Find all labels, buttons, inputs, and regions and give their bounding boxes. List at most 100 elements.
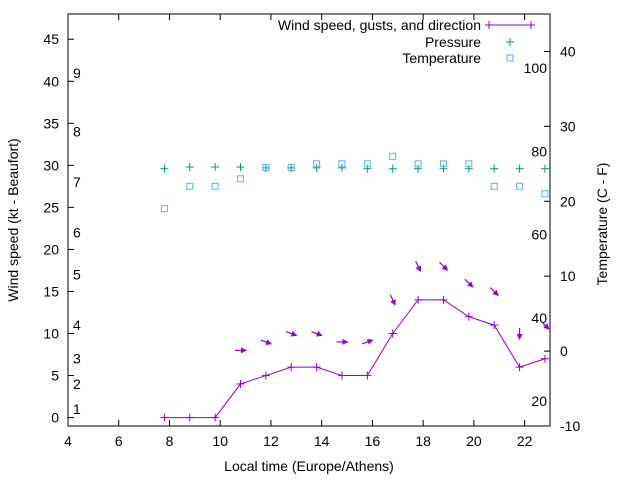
wind-speed-point: [515, 363, 524, 372]
pressure-point: [337, 163, 346, 172]
legend-label: Wind speed, gusts, and direction: [278, 17, 481, 33]
temperature-point: [516, 182, 524, 190]
wind-direction-arrow: [389, 294, 396, 306]
beaufort-label: 5: [73, 267, 81, 283]
temperature-point: [490, 182, 498, 190]
x-tick-label: 18: [415, 433, 431, 449]
pressure-point: [388, 164, 397, 173]
pressure-point: [439, 164, 448, 173]
temperature-point: [338, 160, 346, 168]
fahrenheit-label: 80: [531, 143, 547, 159]
legend: Wind speed, gusts, and directionPressure…: [278, 17, 535, 66]
legend-marker: [527, 21, 535, 29]
y-left-tick-label: 5: [51, 368, 59, 384]
wind-speed-point: [490, 321, 499, 330]
wind-speed-point: [439, 295, 448, 304]
beaufort-label: 7: [73, 174, 81, 190]
pressure-point: [490, 164, 499, 173]
y-right-tick-label: -10: [560, 418, 580, 434]
fahrenheit-label: 100: [524, 60, 548, 76]
fahrenheit-label: 40: [531, 310, 547, 326]
legend-label: Temperature: [402, 50, 481, 66]
y-right-tick-label: 30: [560, 118, 576, 134]
beaufort-label: 9: [73, 65, 81, 81]
pressure-point: [515, 164, 524, 173]
temperature-point: [389, 152, 397, 160]
wind-speed-point: [464, 312, 473, 321]
y-axis-label-left: Wind speed (kt - Beaufort): [5, 138, 21, 301]
pressure-point: [540, 164, 549, 173]
x-axis-label: Local time (Europe/Athens): [224, 458, 394, 474]
temperature-point: [287, 164, 295, 172]
y-left-tick-label: 0: [51, 410, 59, 426]
wind-speed-point: [337, 371, 346, 380]
y-left-tick-label: 10: [43, 326, 59, 342]
temperature-point: [262, 164, 270, 172]
beaufort-label: 3: [73, 351, 81, 367]
y-left-tick-label: 25: [43, 199, 59, 215]
x-tick-label: 14: [314, 433, 330, 449]
temperature-point: [237, 175, 245, 183]
x-tick-label: 4: [64, 433, 72, 449]
beaufort-label: 8: [73, 124, 81, 140]
pressure-point: [160, 164, 169, 173]
data-series: [160, 152, 550, 422]
legend-marker: [485, 21, 493, 29]
y-left-tick-label: 35: [43, 115, 59, 131]
x-tick-label: 6: [115, 433, 123, 449]
y-right-tick-label: 40: [560, 43, 576, 59]
y-left-tick-label: 45: [43, 31, 59, 47]
wind-direction-arrow: [311, 330, 323, 337]
pressure-point: [363, 164, 372, 173]
fahrenheit-label: 20: [531, 393, 547, 409]
wind-speed-point: [236, 379, 245, 388]
legend-label: Pressure: [425, 34, 481, 50]
wind-speed-point: [211, 413, 220, 422]
pressure-point: [312, 163, 321, 172]
wind-direction-arrow: [439, 261, 449, 271]
pressure-point: [211, 163, 220, 172]
wind-direction-arrow: [361, 338, 374, 345]
y-axis-label-right: Temperature (C - F): [594, 163, 610, 286]
pressure-point: [185, 163, 194, 172]
plot-frame: [67, 13, 551, 427]
wind-speed-point: [160, 413, 169, 422]
temperature-point: [363, 160, 371, 168]
pressure-point: [414, 164, 423, 173]
wind-speed-point: [312, 363, 321, 372]
y-right-tick-label: 0: [560, 343, 568, 359]
temperature-point: [160, 205, 168, 213]
wind-speed-point: [185, 413, 194, 422]
wind-direction-arrow: [489, 287, 499, 297]
y-right-tick-label: 20: [560, 193, 576, 209]
pressure-point: [464, 164, 473, 173]
temperature-point: [541, 190, 549, 198]
x-tick-label: 20: [466, 433, 482, 449]
temperature-point: [313, 160, 321, 168]
wind-direction-arrow: [540, 320, 550, 330]
x-tick-label: 10: [212, 433, 228, 449]
y-left-tick-label: 20: [43, 241, 59, 257]
y-left-tick-label: 30: [43, 157, 59, 173]
temperature-point: [439, 160, 447, 168]
x-tick-label: 12: [263, 433, 279, 449]
wind-speed-point: [363, 371, 372, 380]
wind-speed-point: [261, 371, 270, 380]
wind-speed-point: [540, 354, 549, 363]
y-left-tick-label: 40: [43, 73, 59, 89]
wind-direction-arrow: [464, 278, 474, 288]
x-tick-label: 8: [166, 433, 174, 449]
temperature-point: [465, 160, 473, 168]
temperature-point: [414, 160, 422, 168]
temperature-point: [186, 182, 194, 190]
wind-speed-point: [414, 295, 423, 304]
wind-speed-point: [388, 329, 397, 338]
temperature-point: [211, 182, 219, 190]
legend-marker: [506, 54, 514, 62]
y-left-tick-label: 15: [43, 283, 59, 299]
wind-speed-point: [287, 363, 296, 372]
x-tick-label: 16: [365, 433, 381, 449]
axis-ticks: 4 6 8 10 12 14 16 18 20 22051015202530354045-1001…: [43, 14, 580, 449]
wind-direction-arrow: [260, 339, 272, 345]
